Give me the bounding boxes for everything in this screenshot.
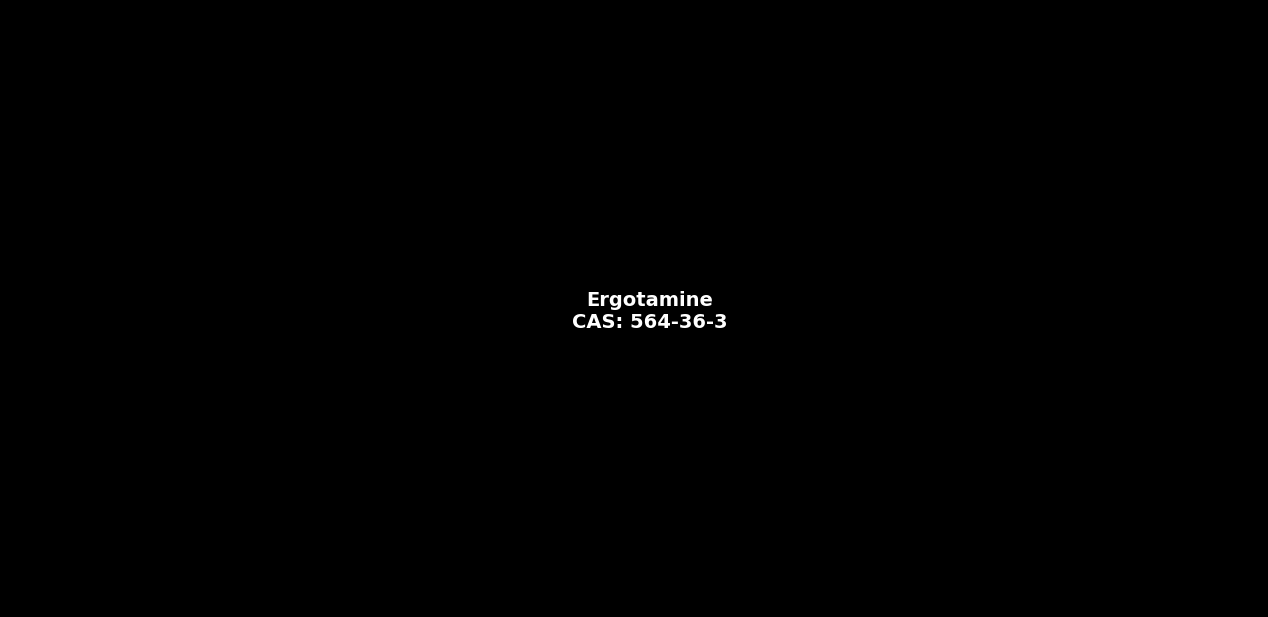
Text: Ergotamine
CAS: 564-36-3: Ergotamine CAS: 564-36-3 [572,291,728,332]
